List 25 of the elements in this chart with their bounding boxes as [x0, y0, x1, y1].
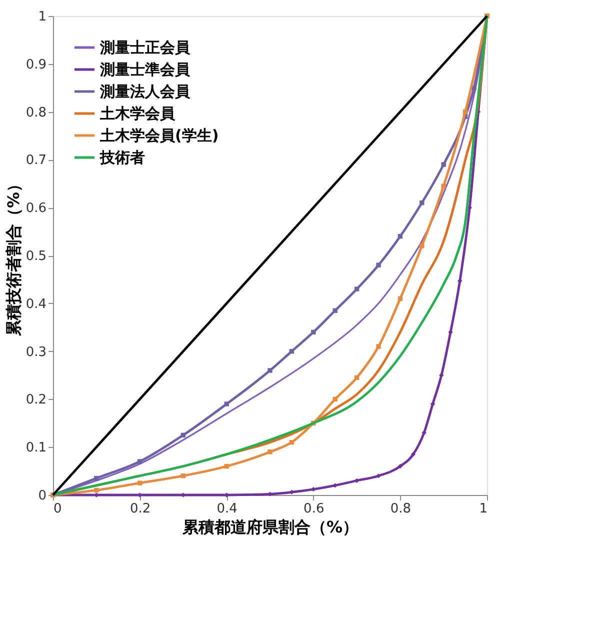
x-tick-label: 0.6 — [304, 502, 324, 516]
legend-label: 技術者 — [99, 148, 145, 166]
x-tick-label: 0 — [54, 502, 62, 516]
y-tick-label: 0.5 — [26, 249, 46, 264]
y-tick-label: 0.1 — [26, 440, 46, 456]
y-tick-label: 1 — [38, 10, 46, 24]
x-tick-label: 0.4 — [216, 502, 238, 516]
x-axis-title: 累積都道府県割合（%） — [181, 518, 359, 536]
y-axis-title: 累積技術者割合（%） — [4, 176, 23, 338]
y-tick-label: 0.3 — [26, 344, 46, 360]
legend-label: 測量士正会員 — [99, 38, 191, 56]
y-tick-label: 0.6 — [26, 201, 46, 216]
legend-label: 測量士準会員 — [99, 60, 191, 78]
y-tick-label: 0.2 — [26, 392, 46, 408]
legend-label: 土木学会員 — [99, 104, 176, 122]
y-tick-label: 0.9 — [26, 57, 46, 72]
x-tick-label: 0.2 — [130, 502, 151, 516]
y-tick-label: 0.7 — [26, 153, 46, 168]
legend-label: 測量法人会員 — [99, 82, 191, 100]
legend-label: 土木学会員(学生) — [99, 126, 219, 144]
x-tick-label: 1 — [479, 502, 488, 516]
y-tick-label: 0.4 — [26, 296, 46, 312]
x-tick-label: 0.8 — [390, 502, 412, 516]
y-tick-label: 0 — [38, 488, 46, 504]
y-tick-label: 0.8 — [26, 105, 46, 120]
